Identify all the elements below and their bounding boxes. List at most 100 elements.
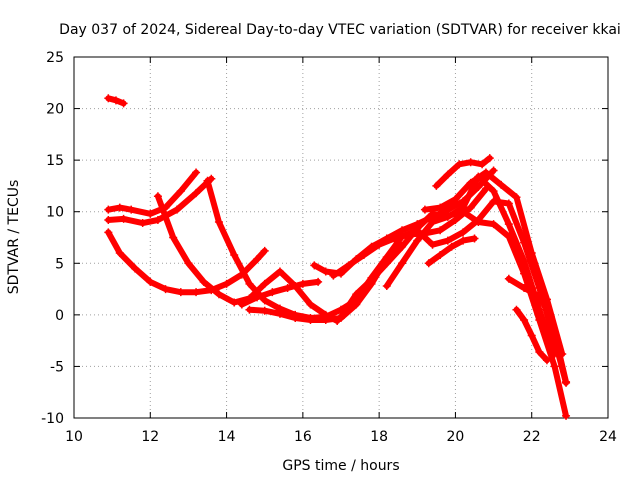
- data-point: [192, 168, 201, 177]
- data-point: [451, 215, 460, 224]
- chart-title: Day 037 of 2024, Sidereal Day-to-day VTE…: [59, 22, 621, 38]
- data-point: [562, 377, 571, 386]
- data-point: [169, 233, 178, 242]
- y-tick-label: 20: [46, 102, 64, 118]
- data-point: [176, 288, 185, 297]
- data-point: [527, 331, 536, 340]
- data-point: [146, 209, 155, 218]
- data-point: [367, 273, 376, 282]
- x-tick-label: 16: [294, 429, 312, 445]
- y-tick-label: 10: [46, 205, 64, 221]
- data-point: [115, 248, 124, 257]
- data-point: [413, 236, 422, 245]
- data-point: [203, 176, 212, 185]
- y-tick-label: -5: [50, 359, 64, 375]
- data-point: [127, 205, 136, 214]
- axis-ticks: 10 12 14 16 18 20 22 24 -10 -5 0 5 10 15 20 25: [41, 50, 617, 445]
- plot-frame: [73, 56, 609, 419]
- y-tick-label: -10: [41, 411, 64, 427]
- series-trace: [433, 155, 493, 189]
- data-series: [104, 94, 571, 420]
- data-point: [535, 292, 544, 301]
- data-point: [520, 316, 529, 325]
- x-tick-label: 20: [447, 429, 465, 445]
- data-point: [161, 285, 170, 294]
- data-point: [382, 253, 391, 262]
- data-point: [459, 228, 468, 237]
- data-point: [119, 99, 128, 108]
- data-point: [253, 255, 262, 264]
- data-point: [214, 290, 223, 299]
- data-point: [520, 257, 529, 266]
- data-point: [550, 362, 559, 371]
- data-point: [176, 187, 185, 196]
- data-point: [485, 154, 494, 163]
- data-point: [432, 181, 441, 190]
- data-point: [451, 195, 460, 204]
- data-point: [398, 232, 407, 241]
- data-point: [111, 96, 120, 105]
- data-point: [104, 94, 113, 103]
- series-arc-q: [504, 274, 571, 386]
- x-tick-label: 14: [218, 429, 236, 445]
- data-point: [230, 251, 239, 260]
- data-point: [428, 240, 437, 249]
- data-point: [535, 305, 544, 314]
- data-point: [436, 251, 445, 260]
- series-arc-a: [104, 94, 128, 108]
- x-axis-label: GPS time / hours: [282, 458, 399, 474]
- y-tick-label: 15: [46, 153, 64, 169]
- data-point: [466, 158, 475, 167]
- data-point: [562, 411, 571, 420]
- data-point: [375, 240, 384, 249]
- data-point: [131, 264, 140, 273]
- data-point: [436, 226, 445, 235]
- data-point: [306, 300, 315, 309]
- data-point: [275, 267, 284, 276]
- data-point: [466, 203, 475, 212]
- data-point: [512, 193, 521, 202]
- data-point: [527, 248, 536, 257]
- data-point: [481, 168, 490, 177]
- data-point: [192, 288, 201, 297]
- data-point: [436, 203, 445, 212]
- series-trace: [421, 169, 566, 358]
- data-point: [535, 347, 544, 356]
- data-point: [489, 187, 498, 196]
- x-tick-label: 24: [599, 429, 617, 445]
- data-point: [230, 298, 239, 307]
- data-point: [237, 300, 246, 309]
- data-point: [455, 160, 464, 169]
- series-arc-m: [424, 234, 479, 268]
- data-point: [504, 199, 513, 208]
- x-tick-label: 22: [523, 429, 541, 445]
- data-point: [104, 205, 113, 214]
- data-point: [199, 277, 208, 286]
- data-point: [291, 313, 300, 322]
- data-point: [184, 259, 193, 268]
- data-point: [542, 356, 551, 365]
- data-point: [153, 192, 162, 201]
- data-point: [314, 277, 323, 286]
- data-point: [470, 234, 479, 243]
- data-point: [253, 293, 262, 302]
- data-point: [413, 226, 422, 235]
- data-point: [398, 242, 407, 251]
- data-point: [459, 236, 468, 245]
- data-point: [443, 170, 452, 179]
- data-point: [382, 281, 391, 290]
- data-point: [459, 203, 468, 212]
- series-arc-g: [237, 277, 323, 309]
- y-tick-label: 5: [55, 256, 64, 272]
- data-point: [192, 189, 201, 198]
- y-tick-label: 0: [55, 308, 64, 324]
- data-point: [104, 215, 113, 224]
- data-point: [443, 236, 452, 245]
- data-point: [447, 242, 456, 251]
- data-point: [214, 218, 223, 227]
- data-point: [283, 284, 292, 293]
- data-point: [138, 219, 147, 228]
- data-point: [504, 220, 513, 229]
